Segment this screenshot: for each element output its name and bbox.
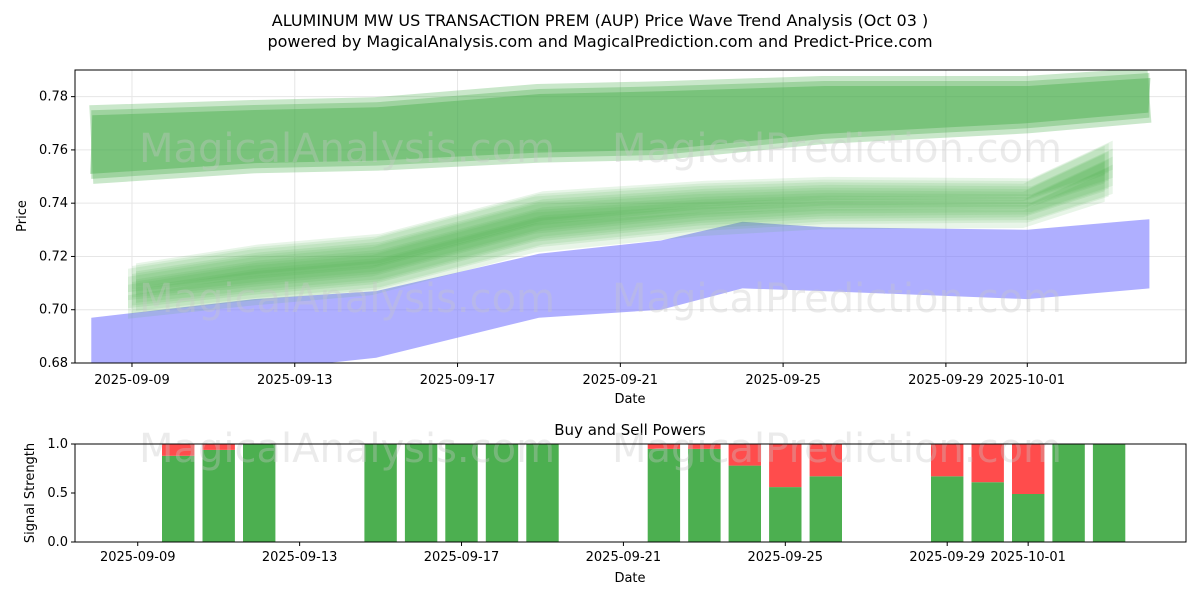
signal-y-tick-label: 0.5 [47,486,68,501]
buy-bar [162,455,195,542]
sell-bar [647,444,681,449]
watermark-prediction-bottom: MagicalPrediction.com [612,426,1062,472]
buy-bar [526,444,559,542]
buy-bar [931,476,964,542]
buy-bar [769,487,802,542]
price-x-tick-label: 2025-09-09 [94,373,170,388]
price-x-ticks: 2025-09-09 2025-09-13 2025-09-17 2025-09-21… [94,363,1065,388]
signal-x-tick-label: 2025-09-25 [748,550,824,565]
green-wave-band [136,140,1113,287]
buy-bar [1092,444,1126,542]
price-y-label: Price [15,200,30,232]
signal-x-tick-label: 2025-09-21 [586,550,662,565]
sell-bar [1012,444,1045,494]
signal-y-label: Signal Strength [23,443,38,543]
watermark-prediction-top: MagicalPrediction.com [612,126,1062,172]
signal-chart-title: Buy and Sell Powers [554,421,706,439]
blue-band [91,219,1150,363]
chart-title-line1: ALUMINUM MW US TRANSACTION PREM (AUP) Pr… [272,11,928,30]
signal-y-tick-label: 1.0 [47,437,68,452]
green-wave-band [128,161,1105,309]
signal-watermarks: MagicalAnalysis.com MagicalPrediction.co… [139,426,1062,472]
buy-bar [971,482,1004,542]
signal-x-ticks: 2025-09-09 2025-09-13 2025-09-17 2025-09-21… [100,542,1066,565]
price-x-label: Date [614,392,645,407]
upper-green-band-layer [91,73,1150,179]
green-wave-band [136,148,1113,295]
buy-bar [688,448,721,542]
sell-bar [728,444,761,466]
green-wave-band [132,167,1109,314]
signal-x-tick-label: 2025-09-09 [100,550,176,565]
buy-bar [404,444,438,542]
green-wave-band [132,143,1109,290]
buy-bar [728,465,761,542]
signal-x-label: Date [614,571,645,586]
price-y-tick-label: 0.78 [39,90,68,105]
sell-bar [971,444,1004,483]
green-wave-band [132,159,1109,306]
sell-bar [688,444,721,449]
sell-bar [931,444,964,477]
sell-bar [769,444,802,488]
watermark-analysis-top: MagicalAnalysis.com [139,126,555,172]
chart-title-line2: powered by MagicalAnalysis.com and Magic… [267,32,932,51]
signal-x-tick-label: 2025-09-13 [262,550,338,565]
green-wave-band [128,172,1105,319]
price-y-tick-label: 0.70 [39,303,68,318]
signal-bars [162,444,1126,542]
price-watermarks: MagicalAnalysis.com MagicalPrediction.co… [139,126,1062,322]
price-x-tick-label: 2025-09-29 [908,373,984,388]
price-y-tick-label: 0.68 [39,356,68,371]
price-y-tick-label: 0.76 [39,143,68,158]
price-bands [89,70,1152,363]
buy-bar [1052,444,1085,542]
buy-bar [445,444,478,542]
price-y-ticks: 0.68 0.70 0.72 0.74 0.76 0.78 [39,90,75,371]
price-y-tick-label: 0.72 [39,249,68,264]
watermark-analysis-bottom: MagicalAnalysis.com [139,426,555,472]
buy-bar [364,444,397,542]
green-wave-band [136,164,1113,311]
signal-x-tick-label: 2025-09-29 [909,550,985,565]
signal-y-tick-label: 0.0 [47,535,68,550]
price-x-tick-label: 2025-10-01 [990,373,1066,388]
buy-bar [647,448,681,542]
watermark-prediction-mid: MagicalPrediction.com [612,276,1062,322]
price-y-tick-label: 0.74 [39,196,68,211]
buy-bar [243,444,276,542]
green-wave-band [128,145,1105,293]
price-plot-frame [74,69,1187,364]
watermark-analysis-mid: MagicalAnalysis.com [139,276,555,322]
buy-bar [202,449,235,542]
sell-bar [202,444,235,450]
price-x-tick-label: 2025-09-17 [420,373,496,388]
buy-bar [485,444,519,542]
green-wave-band [128,153,1105,301]
signal-x-tick-label: 2025-10-01 [990,550,1066,565]
buy-bar [1012,494,1045,542]
price-x-tick-label: 2025-09-21 [583,373,659,388]
upper-green-band-layer [90,78,1151,174]
green-wave-band [132,151,1109,298]
price-chart: MagicalAnalysis.com MagicalPrediction.co… [15,69,1187,407]
buy-bar [809,476,842,542]
green-wave-band [136,156,1113,303]
signal-y-ticks: 0.0 0.5 1.0 [47,437,75,550]
upper-green-band-layer [89,70,1152,184]
sell-bar [162,444,195,456]
sell-bar [809,444,842,477]
signal-chart: Buy and Sell Powers MagicalAnalysis.com … [23,421,1187,586]
signal-x-tick-label: 2025-09-17 [424,550,500,565]
price-x-tick-label: 2025-09-13 [257,373,333,388]
price-x-tick-label: 2025-09-25 [745,373,821,388]
